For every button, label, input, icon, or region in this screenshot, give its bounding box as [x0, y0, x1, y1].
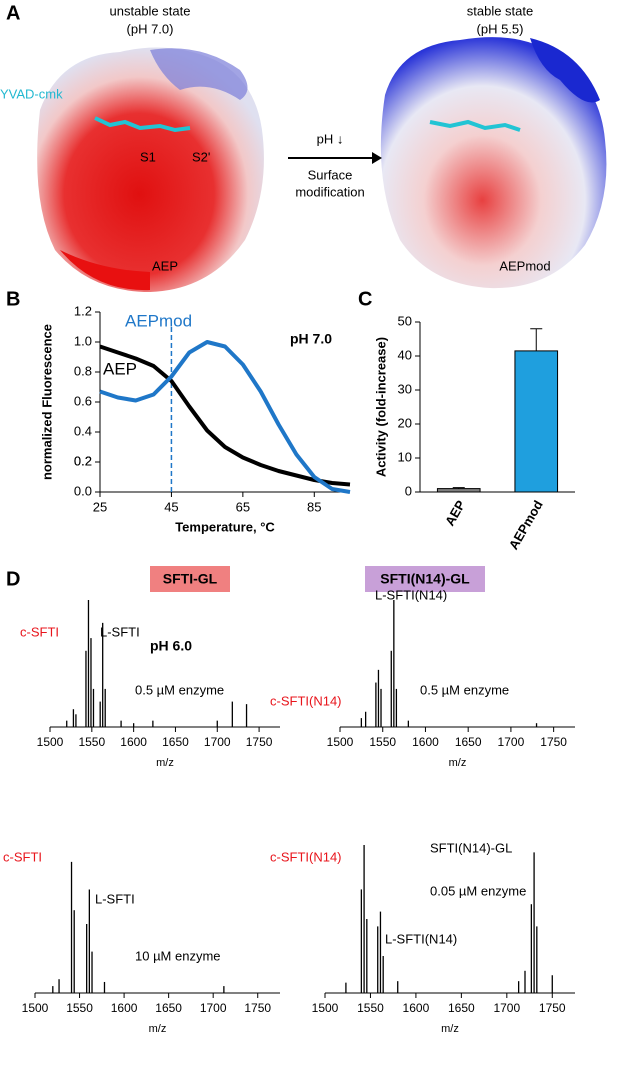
arrow-head	[372, 152, 382, 164]
peak-label: 0.05 µM enzyme	[430, 883, 526, 898]
peak-label: c-SFTI	[3, 849, 42, 864]
x-tick-label: AEP	[442, 497, 469, 528]
y-tick-label: 30	[398, 381, 412, 396]
error-bar	[452, 487, 465, 489]
bar	[514, 350, 559, 493]
ligand-label: YVAD-cmk	[0, 86, 63, 101]
x-tick-label: AEPmod	[506, 498, 546, 552]
x-axis-label: m/z	[441, 1023, 459, 1035]
x-tick-label: 1650	[155, 1001, 182, 1015]
x-tick-label: 1650	[455, 735, 482, 749]
arrow-label: Surface	[308, 167, 353, 182]
x-tick-label: 1750	[540, 735, 567, 749]
y-tick-label: 40	[398, 347, 412, 362]
x-tick-label: 1750	[539, 1001, 566, 1015]
panel-label: D	[6, 568, 20, 590]
peak-label: 0.5 µM enzyme	[135, 682, 224, 697]
panel-label: C	[358, 288, 372, 310]
y-tick-label: 0.6	[74, 393, 92, 408]
y-tick-label: 0.4	[74, 423, 92, 438]
peak-label: L-SFTI	[100, 624, 140, 639]
x-tick-label: 1600	[403, 1001, 430, 1015]
y-tick-label: 0.8	[74, 363, 92, 378]
error-bar	[530, 328, 543, 351]
x-tick-label: 1500	[312, 1001, 339, 1015]
y-tick-label: 0.2	[74, 453, 92, 468]
state-title: (pH 5.5)	[477, 21, 524, 36]
x-tick-label: 1600	[111, 1001, 138, 1015]
y-tick-label: 1.2	[74, 303, 92, 318]
peak-label: 0.5 µM enzyme	[420, 682, 509, 697]
y-tick-label: 0.0	[74, 483, 92, 498]
x-tick-label: 45	[164, 499, 178, 514]
peak-label: L-SFTI	[95, 891, 135, 906]
y-tick-label: 1.0	[74, 333, 92, 348]
x-tick-label: 1700	[493, 1001, 520, 1015]
panel-label: A	[6, 2, 20, 24]
x-tick-label: 85	[307, 499, 321, 514]
state-title: (pH 7.0)	[127, 21, 174, 36]
x-tick-label: 1750	[246, 735, 273, 749]
header: SFTI(N14)-GL	[380, 571, 470, 587]
x-tick-label: 1550	[78, 735, 105, 749]
y-tick-label: 50	[398, 313, 412, 328]
data-line	[99, 340, 351, 494]
peak-label: L-SFTI(N14)	[375, 587, 447, 602]
x-tick-label: 65	[236, 499, 250, 514]
protein-name: AEP	[152, 258, 178, 273]
x-tick-label: 1550	[369, 735, 396, 749]
x-tick-label: 1700	[200, 1001, 227, 1015]
series-label: AEPmod	[125, 311, 192, 330]
peak-label: c-SFTI	[20, 624, 59, 639]
y-axis-label: normalized Fluorescence	[39, 324, 54, 480]
peak-label: 10 µM enzyme	[135, 948, 221, 963]
site-label: S1	[140, 149, 156, 164]
x-tick-label: 1650	[448, 1001, 475, 1015]
x-tick-label: 1550	[357, 1001, 384, 1015]
peak-label: L-SFTI(N14)	[385, 931, 457, 946]
x-tick-label: 1700	[498, 735, 525, 749]
peak-label: c-SFTI(N14)	[270, 693, 342, 708]
condition-note: pH 6.0	[150, 638, 192, 654]
x-tick-label: 1500	[327, 735, 354, 749]
x-tick-label: 1500	[22, 1001, 49, 1015]
arrow-label: modification	[295, 184, 364, 199]
x-axis-label: m/z	[149, 1023, 167, 1035]
y-tick-label: 10	[398, 449, 412, 464]
site-label: S2'	[192, 149, 210, 164]
data-line	[99, 344, 351, 487]
y-tick-label: 0	[405, 483, 412, 498]
header-box	[150, 566, 230, 592]
y-tick-label: 20	[398, 415, 412, 430]
x-tick-label: 25	[93, 499, 107, 514]
x-axis-label: m/z	[156, 757, 174, 769]
protein-right	[380, 37, 607, 289]
x-tick-label: 1700	[204, 735, 231, 749]
state-title: stable state	[467, 3, 534, 18]
state-title: unstable state	[110, 3, 191, 18]
x-axis-label: m/z	[449, 757, 467, 769]
header: SFTI-GL	[163, 571, 218, 587]
peak-label: SFTI(N14)-GL	[430, 840, 512, 855]
arrow-label: pH ↓	[317, 131, 344, 146]
x-tick-label: 1500	[37, 735, 64, 749]
bar	[436, 488, 481, 493]
series-label: AEP	[103, 359, 137, 378]
x-tick-label: 1650	[162, 735, 189, 749]
x-tick-label: 1750	[244, 1001, 271, 1015]
panel-label: B	[6, 288, 20, 310]
header-box	[365, 566, 485, 592]
protein-name: AEPmod	[499, 258, 550, 273]
peak-label: c-SFTI(N14)	[270, 849, 342, 864]
annotation: pH 7.0	[290, 331, 332, 347]
y-axis-label: Activity (fold-increase)	[373, 337, 388, 477]
y-tick-label: 0.2	[74, 453, 92, 468]
x-tick-label: 1550	[66, 1001, 93, 1015]
x-tick-label: 1600	[412, 735, 439, 749]
x-axis-label: Temperature, °C	[175, 519, 275, 534]
protein-left	[37, 47, 264, 292]
x-tick-label: 1600	[120, 735, 147, 749]
